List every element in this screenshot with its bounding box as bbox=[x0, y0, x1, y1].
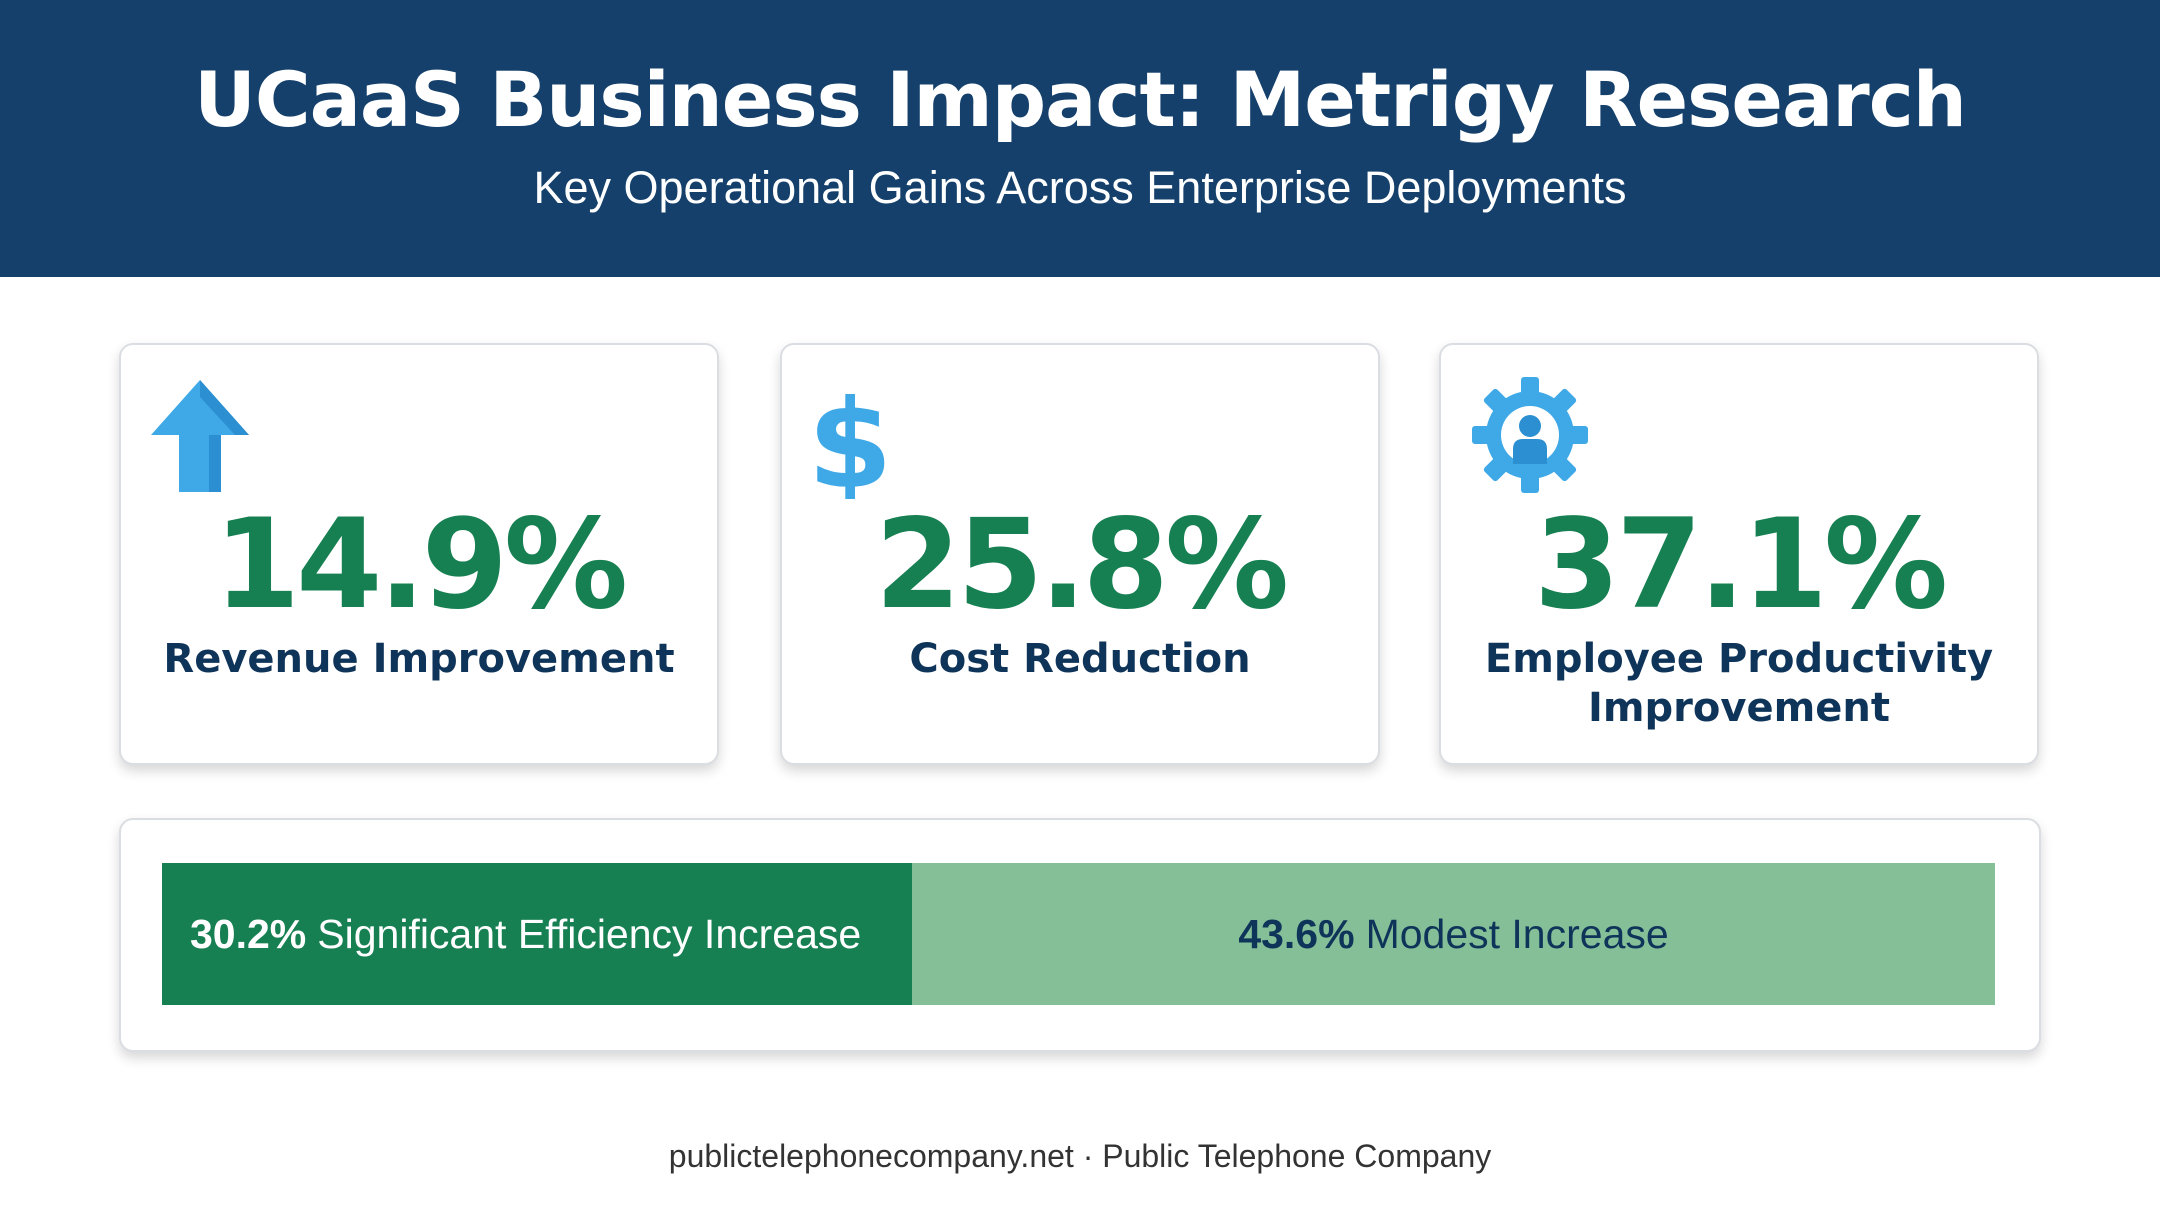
metric-value: 14.9% bbox=[213, 493, 628, 637]
segment-category-label: Significant Efficiency Increase bbox=[317, 910, 862, 957]
svg-text:$: $ bbox=[812, 375, 892, 499]
metric-card-revenue: 14.9% Revenue Improvement bbox=[119, 343, 719, 765]
metric-card-cost: $ 25.8% Cost Reduction bbox=[780, 343, 1380, 765]
page-subtitle: Key Operational Gains Across Enterprise … bbox=[533, 162, 1627, 213]
metric-label: Employee Productivity Improvement bbox=[1484, 636, 1994, 731]
footer-source: publictelephonecompany.net · Public Tele… bbox=[668, 1138, 1492, 1174]
metric-value: 37.1% bbox=[1533, 493, 1948, 637]
segment-value-label: 43.6% bbox=[1238, 910, 1355, 957]
metric-card-productivity: 37.1% Employee Productivity Improvement bbox=[1439, 343, 2039, 765]
segment-category-label: Modest Increase bbox=[1365, 910, 1669, 957]
gear-person-icon bbox=[1472, 377, 1588, 493]
header-banner: UCaaS Business Impact: Metrigy Research … bbox=[0, 0, 2160, 277]
segment-value-label: 30.2% bbox=[190, 910, 307, 957]
bar-segment-1: 30.2% Significant Efficiency Increase bbox=[162, 863, 912, 1005]
arrow-up-icon bbox=[151, 380, 249, 492]
dollar-sign-icon: $ bbox=[812, 375, 892, 499]
metric-value: 25.8% bbox=[874, 493, 1289, 637]
distribution-bar: 30.2% Significant Efficiency Increase 43.6… bbox=[162, 863, 1995, 1005]
bar-segment-2: 43.6% Modest Increase bbox=[912, 863, 1995, 1005]
metric-label: Revenue Improvement bbox=[163, 636, 675, 682]
metric-label: Cost Reduction bbox=[909, 636, 1251, 682]
page-title: UCaaS Business Impact: Metrigy Research bbox=[194, 55, 1967, 144]
